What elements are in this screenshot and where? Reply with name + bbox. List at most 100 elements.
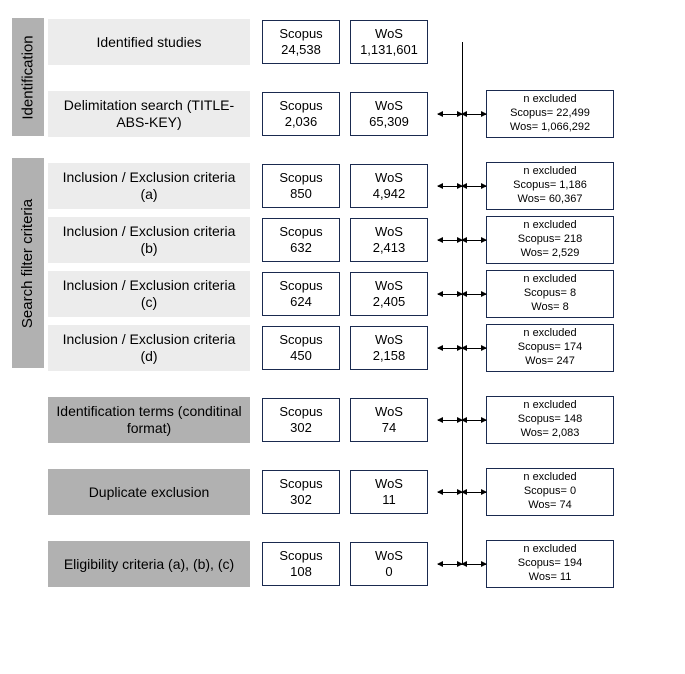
- excluded-title: n excluded: [523, 93, 576, 107]
- db-name: WoS: [375, 26, 403, 42]
- connector-left: [438, 348, 462, 349]
- excluded-wos: Wos= 11: [529, 571, 572, 585]
- db-value: 850: [290, 186, 312, 202]
- db-name: WoS: [375, 332, 403, 348]
- db-name: Scopus: [279, 332, 322, 348]
- excluded-wos: Wos= 247: [525, 355, 575, 369]
- db-name: WoS: [375, 224, 403, 240]
- rows-container: Identified studiesScopus24,538WoS1,131,6…: [48, 18, 673, 656]
- step-label: Duplicate exclusion: [48, 469, 250, 515]
- wos-box: WoS2,158: [350, 326, 428, 370]
- flow-row: Duplicate exclusionScopus302WoS11n exclu…: [48, 468, 673, 516]
- db-value: 11: [382, 492, 396, 508]
- step-label: Inclusion / Exclusion criteria (d): [48, 325, 250, 371]
- excluded-scopus: Scopus= 174: [518, 341, 583, 355]
- excluded-title: n excluded: [523, 273, 576, 287]
- excluded-title: n excluded: [523, 327, 576, 341]
- db-name: Scopus: [279, 170, 322, 186]
- connector-left: [438, 564, 462, 565]
- db-name: WoS: [375, 404, 403, 420]
- db-value: 632: [290, 240, 312, 256]
- step-label: Inclusion / Exclusion criteria (b): [48, 217, 250, 263]
- excluded-wos: Wos= 60,367: [518, 193, 583, 207]
- excluded-box: n excludedScopus= 22,499Wos= 1,066,292: [486, 90, 614, 138]
- excluded-scopus: Scopus= 8: [524, 287, 576, 301]
- db-value: 74: [382, 420, 396, 436]
- db-value: 2,158: [373, 348, 406, 364]
- connector-right: [462, 240, 486, 241]
- excluded-scopus: Scopus= 22,499: [510, 107, 590, 121]
- scopus-box: Scopus108: [262, 542, 340, 586]
- excluded-wos: Wos= 1,066,292: [510, 121, 590, 135]
- db-value: 1,131,601: [360, 42, 418, 58]
- wos-box: WoS1,131,601: [350, 20, 428, 64]
- flow-row: Identified studiesScopus24,538WoS1,131,6…: [48, 18, 673, 66]
- db-value: 65,309: [369, 114, 409, 130]
- wos-box: WoS74: [350, 398, 428, 442]
- connector-right: [462, 564, 486, 565]
- flow-row: Inclusion / Exclusion criteria (b) Scopus…: [48, 216, 673, 264]
- flow-row: Eligibility criteria (a), (b), (c)Scopus…: [48, 540, 673, 588]
- connector-right: [462, 492, 486, 493]
- db-name: Scopus: [279, 278, 322, 294]
- excluded-wos: Wos= 2,083: [521, 427, 580, 441]
- excluded-box: n excludedScopus= 194Wos= 11: [486, 540, 614, 588]
- db-name: Scopus: [279, 548, 322, 564]
- phase-label: Search filter criteria: [20, 198, 37, 327]
- connector-left: [438, 114, 462, 115]
- excluded-title: n excluded: [523, 471, 576, 485]
- db-value: 302: [290, 420, 312, 436]
- connector-left: [438, 240, 462, 241]
- db-name: Scopus: [279, 98, 322, 114]
- db-value: 302: [290, 492, 312, 508]
- scopus-box: Scopus24,538: [262, 20, 340, 64]
- connector-left: [438, 42, 462, 43]
- scopus-box: Scopus302: [262, 398, 340, 442]
- flowchart-root: Identification Search filter criteria Ide…: [12, 18, 673, 656]
- step-label: Identified studies: [48, 19, 250, 65]
- excluded-scopus: Scopus= 1,186: [513, 179, 587, 193]
- flow-row: Identification terms (conditinal format)…: [48, 396, 673, 444]
- wos-box: WoS2,413: [350, 218, 428, 262]
- excluded-box: n excludedScopus= 148Wos= 2,083: [486, 396, 614, 444]
- db-value: 0: [385, 564, 392, 580]
- connector-right: [462, 420, 486, 421]
- phase-1: Search filter criteria: [12, 158, 44, 368]
- db-name: WoS: [375, 98, 403, 114]
- excluded-box: n excludedScopus= 0Wos= 74: [486, 468, 614, 516]
- db-name: WoS: [375, 548, 403, 564]
- excluded-scopus: Scopus= 0: [524, 485, 576, 499]
- connector-left: [438, 294, 462, 295]
- phase-label: Identification: [20, 35, 37, 119]
- excluded-wos: Wos= 8: [531, 301, 568, 315]
- connector-right: [462, 114, 486, 115]
- excluded-spacer: [486, 18, 614, 66]
- db-name: WoS: [375, 170, 403, 186]
- db-value: 2,413: [373, 240, 406, 256]
- scopus-box: Scopus2,036: [262, 92, 340, 136]
- wos-box: WoS11: [350, 470, 428, 514]
- connector-left: [438, 492, 462, 493]
- db-name: Scopus: [279, 404, 322, 420]
- connector-right: [462, 186, 486, 187]
- step-label: Inclusion / Exclusion criteria (c): [48, 271, 250, 317]
- connector-right: [462, 294, 486, 295]
- db-value: 108: [290, 564, 312, 580]
- excluded-box: n excludedScopus= 8Wos= 8: [486, 270, 614, 318]
- db-value: 4,942: [373, 186, 406, 202]
- db-name: WoS: [375, 278, 403, 294]
- connector-left: [438, 186, 462, 187]
- scopus-box: Scopus302: [262, 470, 340, 514]
- db-value: 2,405: [373, 294, 406, 310]
- flow-row: Inclusion / Exclusion criteria (d) Scopus…: [48, 324, 673, 372]
- connector-right: [462, 348, 486, 349]
- excluded-box: n excludedScopus= 218Wos= 2,529: [486, 216, 614, 264]
- step-label: Identification terms (conditinal format): [48, 397, 250, 443]
- excluded-box: n excludedScopus= 174Wos= 247: [486, 324, 614, 372]
- scopus-box: Scopus632: [262, 218, 340, 262]
- excluded-title: n excluded: [523, 219, 576, 233]
- db-name: Scopus: [279, 476, 322, 492]
- phase-0: Identification: [12, 18, 44, 136]
- wos-box: WoS0: [350, 542, 428, 586]
- flow-row: Delimitation search (TITLE-ABS-KEY)Scopu…: [48, 90, 673, 138]
